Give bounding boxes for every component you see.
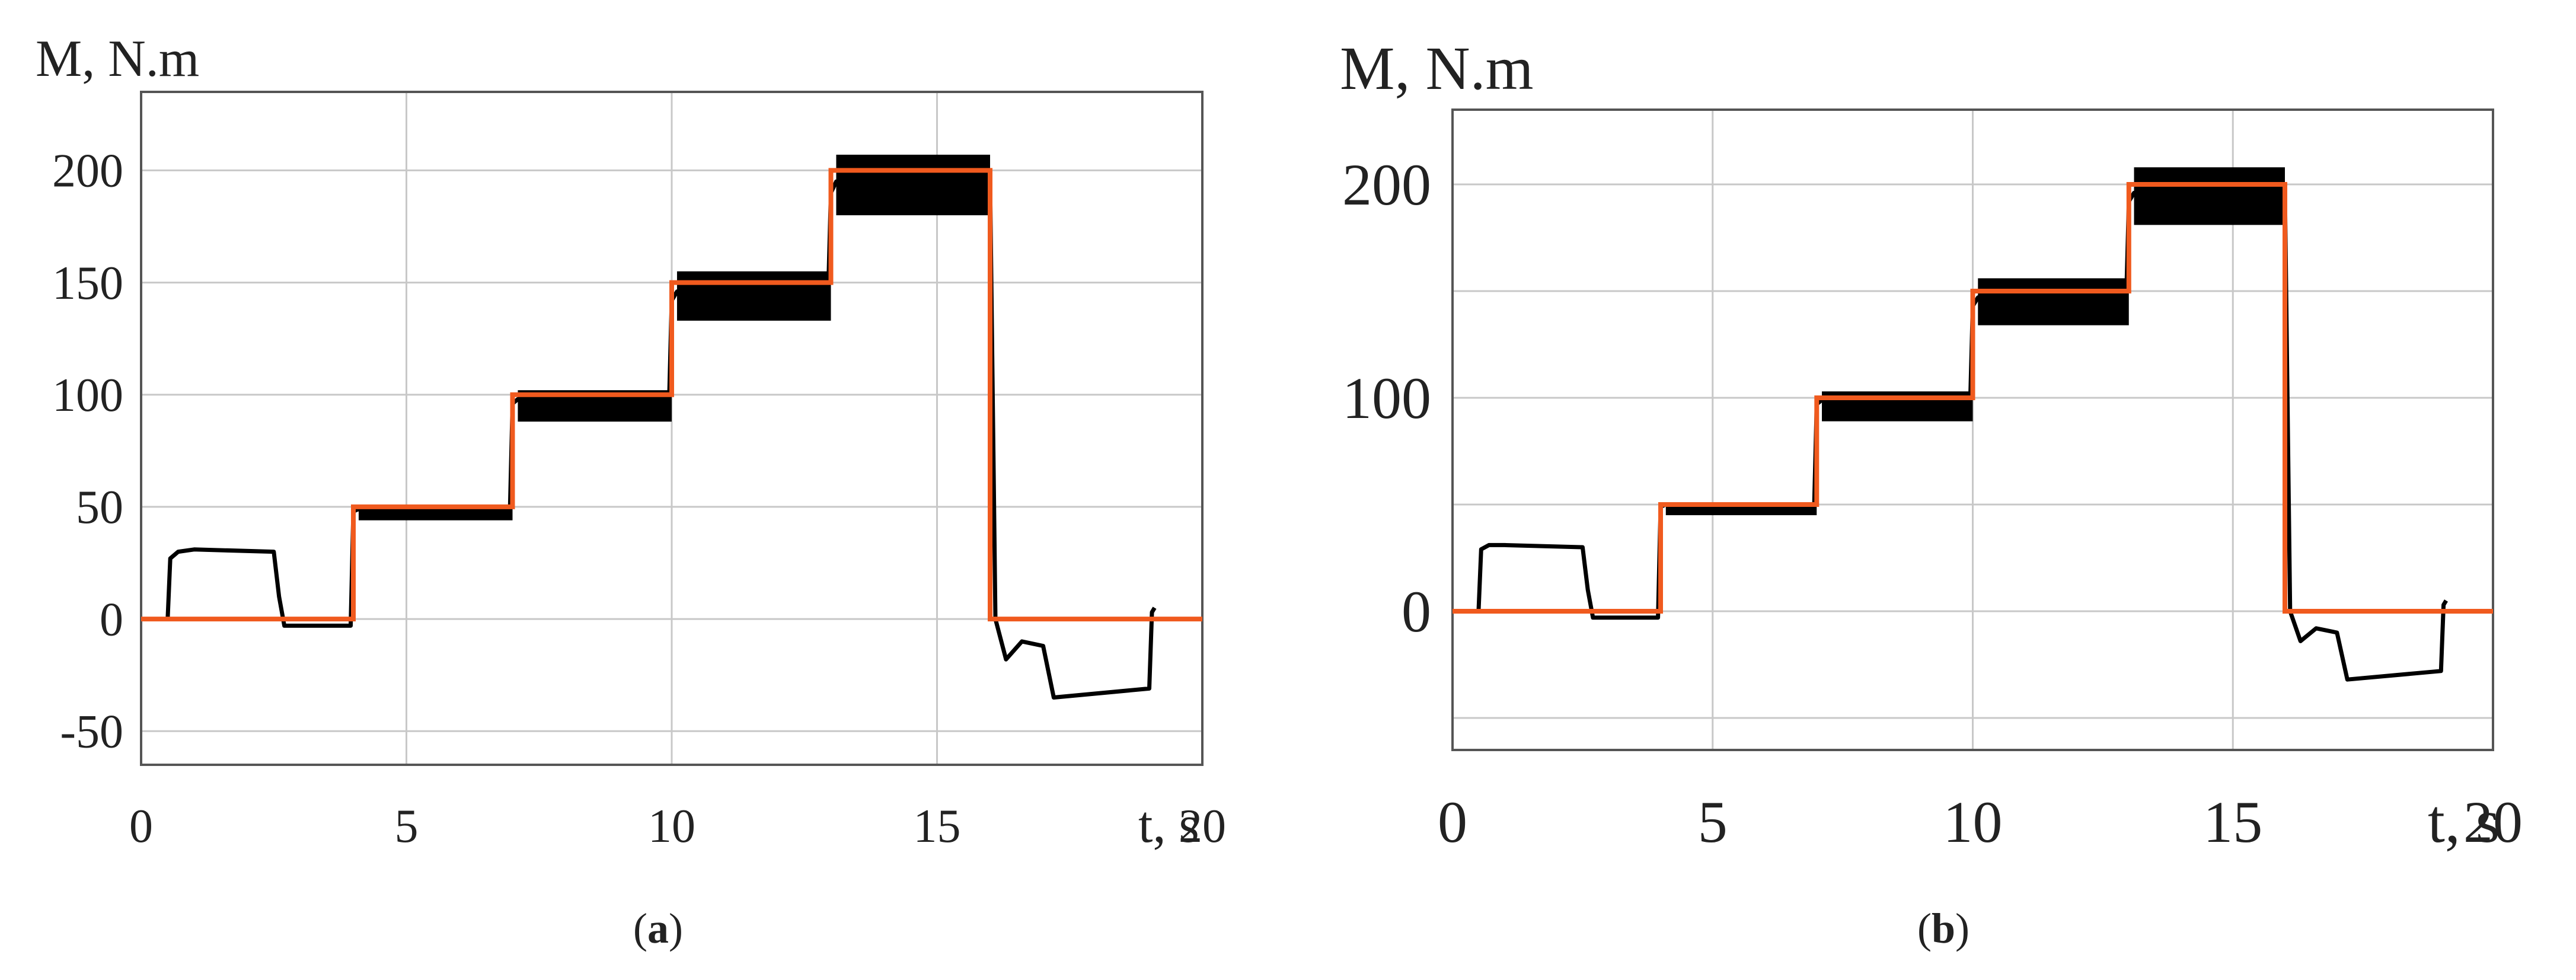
caption-letter: b — [1932, 905, 1955, 952]
oscillation-band — [676, 271, 831, 321]
x-tick-label: 10 — [648, 800, 695, 853]
y-axis-label: M, N.m — [36, 30, 199, 88]
oscillation-band — [1978, 278, 2129, 325]
caption-close: ) — [1955, 905, 1969, 952]
x-tick-label: 15 — [914, 800, 961, 853]
y-tick-label: 150 — [52, 257, 123, 309]
measured-torque-line — [1476, 189, 2448, 682]
reference-torque-line — [141, 168, 1202, 622]
caption-close: ) — [669, 905, 683, 952]
x-tick-label: 5 — [395, 800, 419, 853]
x-tick-label: 0 — [129, 800, 153, 853]
caption-open: ( — [1917, 905, 1932, 952]
panel-caption: (a) — [633, 905, 683, 952]
y-tick-label: 200 — [1342, 152, 1431, 218]
y-tick-label: 50 — [76, 481, 123, 534]
plot-area — [141, 154, 1202, 700]
plot-frame — [1451, 108, 2494, 751]
y-tick-label: -50 — [60, 706, 123, 758]
x-tick-label: 0 — [1438, 789, 1467, 855]
grid — [1453, 110, 2493, 750]
plot-frame — [140, 91, 1204, 766]
oscillation-band — [2134, 167, 2285, 225]
x-tick-label: 15 — [2203, 789, 2262, 855]
x-tick-label: 20 — [1179, 800, 1226, 853]
caption-letter: a — [647, 905, 669, 952]
oscillation-band — [836, 154, 990, 216]
reference-torque-line — [1453, 182, 2493, 614]
grid — [141, 92, 1202, 765]
plot-area — [1453, 167, 2493, 682]
caption-open: ( — [633, 905, 647, 952]
x-axis-label: t, s — [2428, 787, 2500, 855]
x-tick-label: 10 — [1943, 789, 2003, 855]
y-tick-label: 100 — [1342, 365, 1431, 431]
x-axis-label: t, s — [1138, 796, 1199, 854]
x-tick-label: 20 — [2463, 789, 2523, 855]
panel-caption: (b) — [1917, 905, 1969, 952]
y-axis-label: M, N.m — [1340, 34, 1533, 103]
y-tick-label: 0 — [1402, 579, 1431, 644]
y-tick-label: 100 — [52, 369, 123, 422]
y-tick-label: 200 — [52, 145, 123, 197]
x-tick-label: 5 — [1698, 789, 1728, 855]
chart-panel-b: M, N.m t, s (b) 0 100 200 0 5 10 15 20 — [1340, 34, 2523, 952]
y-tick-label: 0 — [100, 593, 123, 646]
measured-torque-line — [165, 177, 1157, 700]
